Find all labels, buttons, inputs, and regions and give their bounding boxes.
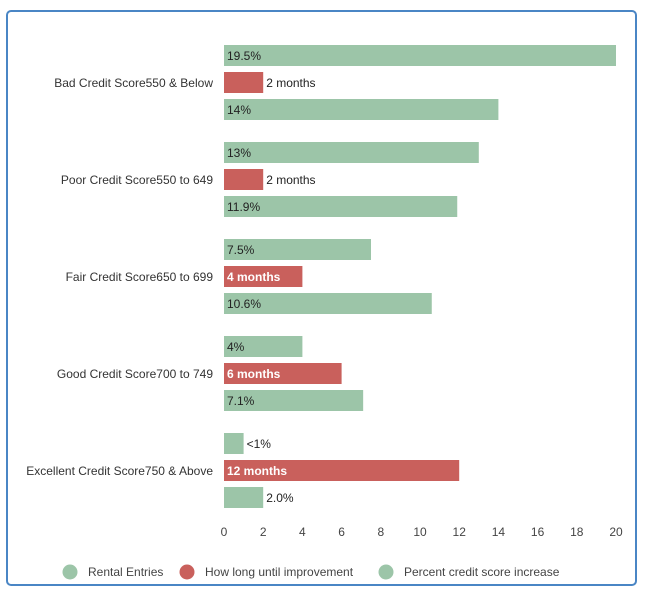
x-tick-label: 10 [413, 525, 427, 539]
legend-marker [378, 564, 394, 580]
bar [224, 487, 264, 508]
bar [224, 336, 303, 357]
x-tick-label: 18 [570, 525, 584, 539]
bar [224, 196, 458, 217]
x-tick-label: 8 [377, 525, 384, 539]
bar-label: 6 months [227, 367, 281, 381]
bar-label: 4 months [227, 270, 281, 284]
legend: Rental Entries How long until improvement… [62, 564, 560, 580]
bar-label: <1% [247, 437, 272, 451]
category-label: Excellent Credit Score750 & Above [26, 464, 213, 478]
bar [224, 142, 479, 163]
legend-marker [179, 564, 195, 580]
x-tick-label: 16 [531, 525, 545, 539]
legend-item[interactable]: Rental Entries [88, 565, 163, 579]
bar-label: 7.5% [227, 243, 255, 257]
bar [224, 433, 244, 454]
bar-label: 2.0% [266, 491, 294, 505]
bar-label: 7.1% [227, 394, 255, 408]
x-tick-label: 4 [299, 525, 306, 539]
category-labels: Bad Credit Score550 & Below Poor Credit S… [26, 76, 213, 478]
bar [224, 45, 616, 66]
bar-label: 19.5% [227, 49, 261, 63]
bar [224, 363, 342, 384]
bar-label: 10.6% [227, 297, 261, 311]
category-label: Good Credit Score700 to 749 [57, 367, 213, 381]
bar-label: 13% [227, 146, 251, 160]
bar-label: 2 months [266, 173, 315, 187]
bar [224, 390, 364, 411]
x-tick-label: 14 [492, 525, 506, 539]
legend-marker [62, 564, 78, 580]
x-tick-label: 2 [260, 525, 267, 539]
bar [224, 72, 264, 93]
category-label: Fair Credit Score650 to 699 [66, 270, 214, 284]
x-tick-label: 12 [453, 525, 467, 539]
x-tick-label: 0 [221, 525, 228, 539]
category-label: Bad Credit Score550 & Below [54, 76, 213, 90]
bar-label: 4% [227, 340, 245, 354]
legend-item[interactable]: How long until improvement [205, 565, 354, 579]
category-label: Poor Credit Score550 to 649 [61, 173, 213, 187]
bar-label: 12 months [227, 464, 287, 478]
bar-label: 11.9% [227, 200, 260, 214]
bar [224, 239, 371, 260]
bar [224, 169, 264, 190]
bar-label: 2 months [266, 76, 315, 90]
bar [224, 99, 499, 120]
legend-item[interactable]: Percent credit score increase [404, 565, 560, 579]
x-axis-ticks: 0 2 4 6 8 10 12 14 16 18 20 [221, 525, 623, 539]
bars-group: 19.5% 2 months 14% 13% 2 months 11.9% 7.5% 4 mo… [224, 45, 616, 508]
x-tick-label: 6 [338, 525, 345, 539]
bar [224, 293, 432, 314]
bar [224, 266, 303, 287]
x-tick-label: 20 [609, 525, 623, 539]
bar-label: 14% [227, 103, 251, 117]
bar [224, 460, 460, 481]
